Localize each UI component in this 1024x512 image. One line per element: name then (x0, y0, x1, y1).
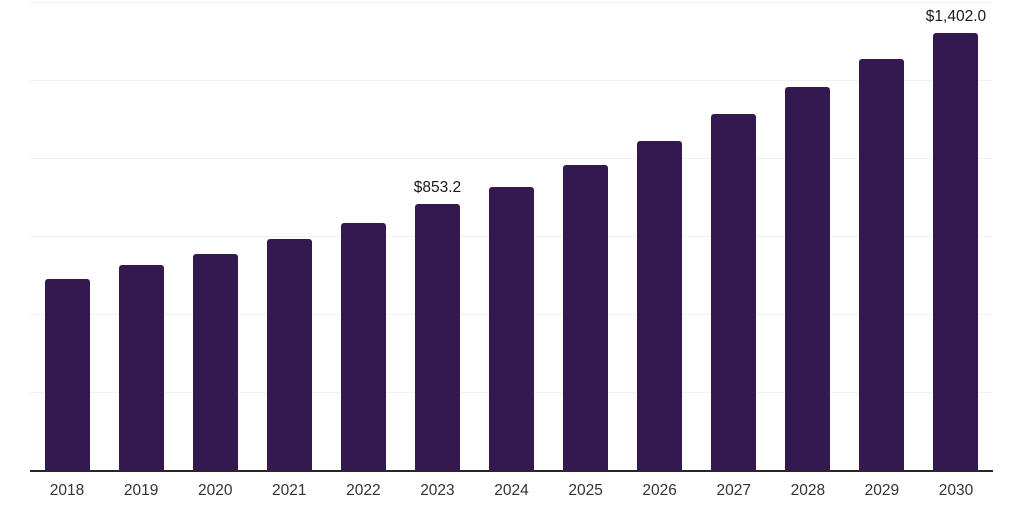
x-tick-label: 2023 (420, 482, 455, 499)
x-tick-label: 2020 (197, 482, 233, 499)
x-tick-label: 2028 (790, 482, 826, 499)
bar-2019 (118, 265, 164, 470)
bar-2022 (340, 223, 386, 470)
x-tick-label: 2025 (568, 482, 603, 499)
gridline (30, 2, 993, 3)
gridline (30, 157, 993, 159)
x-tick-label: 2027 (716, 482, 751, 499)
plot-area: $853.2 $1,402.0 (30, 2, 993, 472)
bar-column (697, 2, 771, 470)
x-tick-label: 2024 (494, 482, 529, 499)
bar-2018 (44, 278, 90, 470)
bar-value-label: $1,402.0 (925, 8, 987, 26)
bar-2020 (192, 254, 238, 470)
bar-column (326, 2, 400, 470)
x-tick-label: 2019 (123, 482, 159, 499)
bar-2024 (489, 186, 534, 470)
bars: $853.2 $1,402.0 (30, 2, 993, 470)
bar-2025 (563, 164, 609, 470)
bar-2021 (266, 238, 312, 470)
bar-2030 (933, 32, 979, 470)
bar-column (474, 2, 548, 470)
bar-2026 (637, 140, 683, 470)
bar-value-label: $853.2 (413, 179, 462, 197)
x-tick-label: 2026 (642, 482, 677, 499)
bar-2023 (414, 203, 460, 470)
bar-2028 (785, 86, 831, 470)
bar-column (252, 2, 326, 470)
x-tick-label: 2022 (346, 482, 381, 499)
x-tick-label: 2021 (272, 482, 307, 499)
x-axis-labels: 2018 2019 2020 2021 2022 2023 2024 2025 2026 2027… (30, 482, 993, 500)
bar-column (30, 2, 104, 470)
bar-column (845, 2, 919, 470)
bar-column (623, 2, 697, 470)
x-tick-label: 2030 (938, 482, 974, 499)
bar-column (771, 2, 845, 470)
bar-column: $853.2 (400, 2, 474, 470)
x-tick-label: 2018 (49, 482, 85, 499)
bar-column (549, 2, 623, 470)
bar-column (104, 2, 178, 470)
bar-2029 (859, 59, 905, 470)
bar-2027 (711, 114, 757, 470)
bar-column (178, 2, 252, 470)
x-tick-label: 2029 (864, 482, 900, 499)
bar-column: $1,402.0 (919, 2, 993, 470)
gridline (30, 79, 993, 81)
